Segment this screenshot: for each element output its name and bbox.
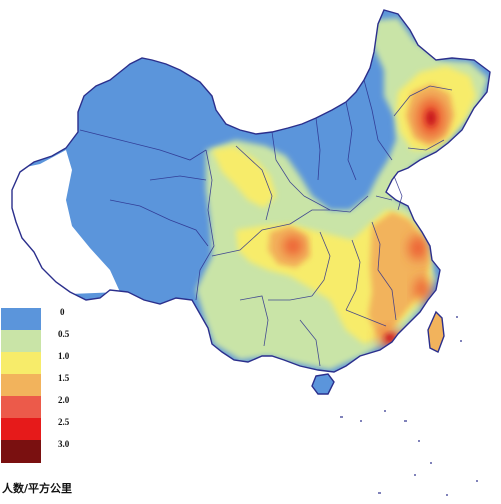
legend-swatch-5 [1, 418, 41, 441]
hotspot-shanghai [409, 236, 427, 260]
legend-label-0: 0 [60, 307, 65, 317]
legend-swatch-2 [1, 352, 41, 375]
legend-label-6: 3.0 [58, 439, 70, 449]
province-borders [79, 79, 453, 367]
hotspot-sichuan [283, 236, 303, 256]
legend-swatch-4 [1, 396, 41, 419]
legend-label-1: 0.5 [58, 329, 70, 339]
density-layers [12, 18, 488, 370]
legend-label-3: 1.5 [58, 373, 70, 383]
taiwan-island [427, 310, 445, 353]
hotspot-guangdong-core [385, 334, 395, 342]
legend-swatch-0 [1, 308, 41, 331]
legend-label-4: 2.0 [58, 395, 70, 405]
legend-swatch-1 [1, 330, 41, 353]
legend-label-5: 2.5 [58, 417, 70, 427]
hotspot-northeast-core [426, 110, 436, 126]
legend-swatch-3 [1, 374, 41, 397]
legend-swatch-6 [1, 440, 41, 463]
legend-label-2: 1.0 [58, 351, 70, 361]
legend-unit: 人数/平方公里 [2, 482, 73, 495]
south-sea-islands [340, 316, 478, 496]
hainan-island [311, 373, 335, 395]
hotspot-fujian [415, 278, 431, 302]
zone-mid-north [212, 146, 276, 208]
